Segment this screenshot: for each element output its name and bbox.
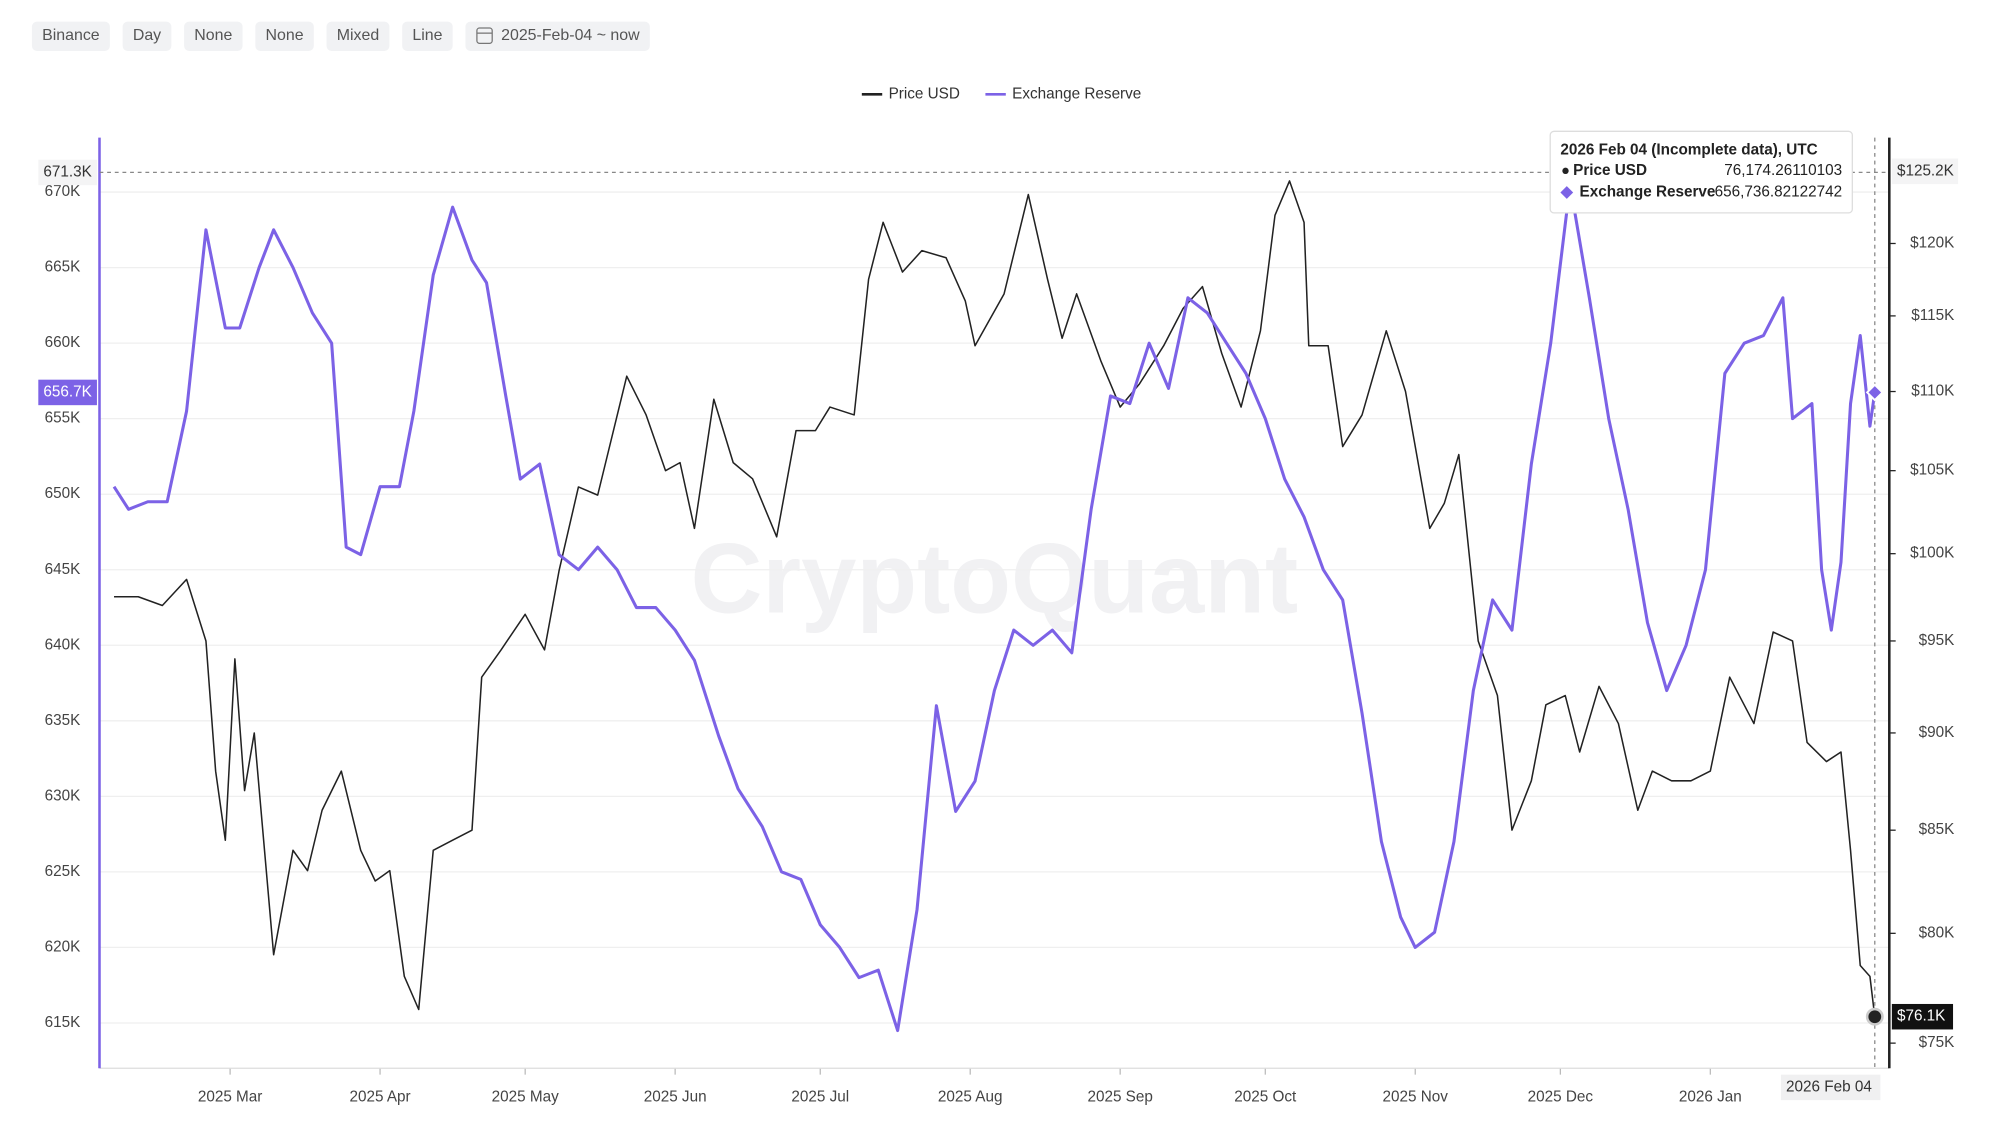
- x-tick-label: 2025 Sep: [1087, 1089, 1152, 1106]
- y2-tick-label: $75K: [1919, 1034, 1955, 1051]
- tooltip-title: 2026 Feb 04 (Incomplete data), UTC: [1560, 141, 1817, 158]
- legend-label[interactable]: Exchange Reserve: [1012, 85, 1141, 102]
- y-tick-label: 630K: [45, 787, 81, 804]
- toolbar-button[interactable]: None: [255, 21, 314, 51]
- price-value-label-bg: [1891, 1003, 1954, 1030]
- overlay: 671.3K $125.2K 2026 Feb 04 656.7K $76.1K 2026…: [38, 130, 1959, 1101]
- x-tick-label: 2025 Dec: [1528, 1089, 1594, 1106]
- plot: [112, 180, 1877, 1033]
- y2-tick-label: $95K: [1919, 632, 1955, 649]
- tooltip-value: 76,174.26110103: [1724, 162, 1842, 179]
- toolbar-button[interactable]: Line: [402, 21, 453, 51]
- y-tick-label: 655K: [45, 410, 81, 427]
- button-bg[interactable]: [402, 21, 453, 51]
- reserve-value-label: 656.7K: [43, 383, 92, 400]
- button-label[interactable]: Mixed: [337, 27, 379, 44]
- toolbar-button[interactable]: Day: [122, 21, 172, 51]
- toolbar-button[interactable]: Mixed: [326, 21, 390, 51]
- watermark: CryptoQuant: [691, 524, 1299, 635]
- y-tick-label: 620K: [45, 938, 81, 955]
- toolbar-button[interactable]: None: [184, 21, 243, 51]
- x-tick-label: 2025 May: [492, 1089, 559, 1106]
- x-tick-label: 2025 Jun: [644, 1089, 707, 1106]
- legend-label[interactable]: Price USD: [889, 85, 960, 102]
- y2-tick-label: $120K: [1910, 235, 1955, 252]
- x-tick-label: 2025 Aug: [938, 1089, 1003, 1106]
- series-line: [114, 180, 1876, 1017]
- button-label[interactable]: None: [266, 27, 304, 44]
- y-tick-label: 645K: [45, 561, 81, 578]
- button-label[interactable]: Day: [133, 27, 161, 44]
- button-label[interactable]: 2025-Feb-04 ~ now: [501, 27, 640, 44]
- grid: 615K 620K 625K 630K 635K 640K 645K 650K 655K 660K…: [45, 137, 1955, 1106]
- button-bg[interactable]: [122, 21, 172, 51]
- button-bg[interactable]: [326, 21, 390, 51]
- button-bg[interactable]: [31, 21, 110, 51]
- y2-tick-label: $80K: [1919, 924, 1955, 941]
- reserve-marker: [1865, 383, 1884, 402]
- crosshair-y2-label-bg: [1891, 158, 1959, 185]
- y-tick-label: 615K: [45, 1014, 81, 1031]
- y2-tick-label: $110K: [1911, 383, 1955, 400]
- y-tick-label: 625K: [45, 863, 81, 880]
- x-tick-label: 2025 Apr: [349, 1089, 410, 1106]
- price-value-label: $76.1K: [1897, 1008, 1946, 1025]
- y2-tick-label: $90K: [1919, 724, 1955, 741]
- series-line: [112, 182, 1877, 1033]
- crosshair-date-label-bg: [1780, 1074, 1881, 1101]
- legend-item[interactable]: Price USD: [861, 85, 960, 102]
- crosshair-y2-label: $125.2K: [1897, 162, 1955, 179]
- button-bg[interactable]: [465, 21, 650, 51]
- tooltip-bg: [1549, 130, 1853, 214]
- button-label[interactable]: Binance: [42, 27, 100, 44]
- toolbar-button[interactable]: 2025-Feb-04 ~ now: [465, 21, 650, 51]
- x-tick-label: 2025 Mar: [198, 1089, 263, 1106]
- reserve-value-label-bg: [38, 379, 97, 406]
- y2-tick-label: $100K: [1910, 545, 1955, 562]
- y2-tick-label: $105K: [1910, 462, 1955, 479]
- y-tick-label: 670K: [45, 183, 81, 200]
- crosshair-date-label: 2026 Feb 04: [1786, 1078, 1872, 1095]
- legend-item[interactable]: Exchange Reserve: [985, 85, 1141, 102]
- tooltip-name: Price USD: [1573, 162, 1647, 179]
- y-tick-label: 635K: [45, 712, 81, 729]
- x-tick-label: 2025 Oct: [1234, 1089, 1297, 1106]
- price-marker: [1865, 1007, 1884, 1026]
- button-label[interactable]: None: [194, 27, 232, 44]
- y-tick-label: 665K: [45, 259, 81, 276]
- y-tick-label: 650K: [45, 485, 81, 502]
- button-bg[interactable]: [184, 21, 243, 51]
- toolbar: Binance Day None None Mixed Line 2025-Feb-04 ~…: [31, 21, 650, 51]
- tooltip-dot: [1562, 167, 1569, 175]
- y-tick-label: 640K: [45, 636, 81, 653]
- button-label[interactable]: Line: [412, 27, 442, 44]
- x-tick-label: 2026 Jan: [1679, 1089, 1742, 1106]
- button-bg[interactable]: [255, 21, 314, 51]
- calendar-icon[interactable]: [476, 27, 493, 44]
- x-tick-label: 2025 Nov: [1383, 1089, 1449, 1106]
- y2-tick-label: $115K: [1911, 307, 1955, 324]
- y-tick-label: 660K: [45, 334, 81, 351]
- tooltip-name: Exchange Reserve: [1580, 184, 1716, 201]
- tooltip-value: 656,736.82122742: [1715, 184, 1842, 201]
- toolbar-button[interactable]: Binance: [31, 21, 110, 51]
- crosshair-y-label-bg: [38, 159, 97, 186]
- crosshair-y-label: 671.3K: [43, 163, 92, 180]
- y2-tick-label: $85K: [1919, 821, 1955, 838]
- x-tick-label: 2025 Jul: [791, 1089, 849, 1106]
